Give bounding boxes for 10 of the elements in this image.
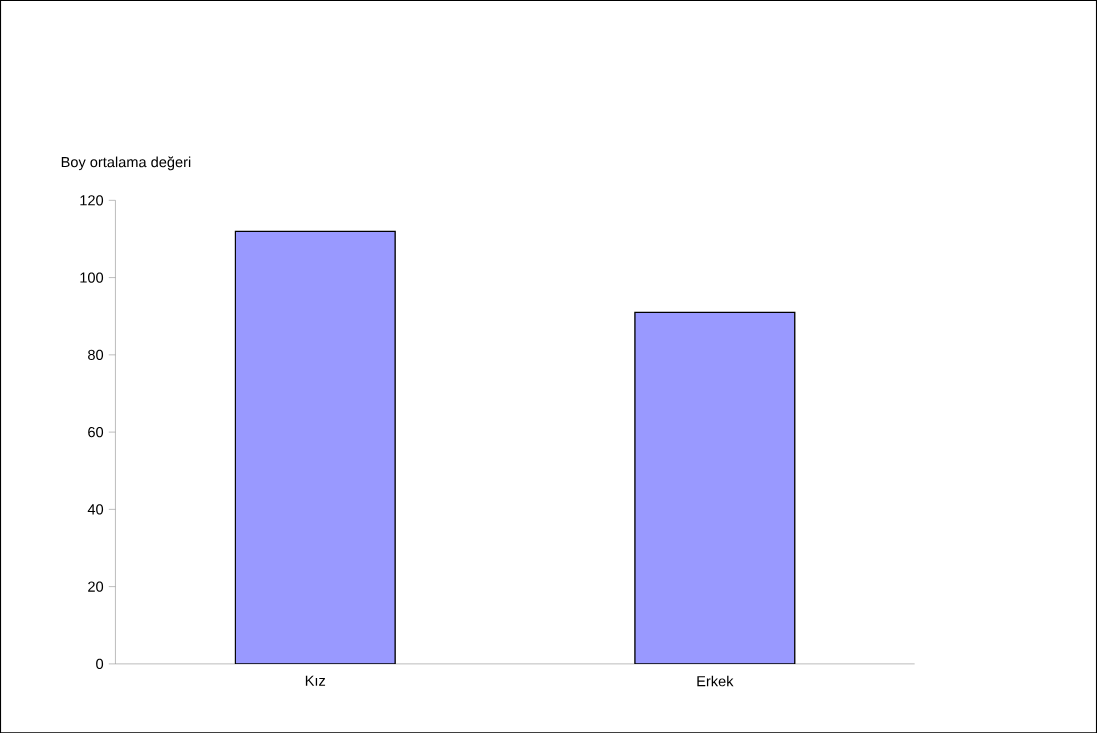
y-tick-label: 120	[80, 195, 104, 206]
x-tick-label: Kız	[305, 675, 326, 686]
y-tick-label: 100	[80, 272, 104, 283]
y-tick-label: 40	[87, 504, 104, 515]
y-tick-label: 0	[96, 658, 104, 669]
y-tick-label: 60	[88, 426, 104, 438]
y-axis-title: Boy ortalama değeri	[61, 156, 191, 170]
x-tick-label: Erkek	[697, 675, 734, 687]
y-tick-label: 80	[88, 349, 104, 360]
y-tick-label: 20	[88, 581, 104, 592]
